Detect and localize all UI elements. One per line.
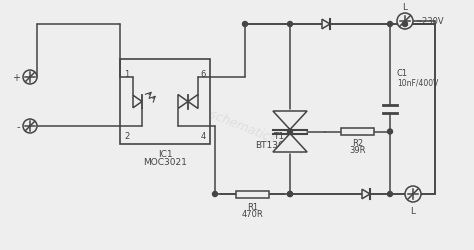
Circle shape bbox=[388, 22, 392, 28]
Circle shape bbox=[405, 186, 421, 202]
Text: electroschematics.com: electroschematics.com bbox=[167, 92, 307, 158]
Polygon shape bbox=[178, 95, 188, 109]
Polygon shape bbox=[362, 190, 370, 199]
Text: 10nF/400V: 10nF/400V bbox=[397, 78, 438, 87]
Circle shape bbox=[23, 120, 37, 134]
Polygon shape bbox=[133, 96, 142, 108]
Text: 4: 4 bbox=[201, 132, 206, 140]
Text: L: L bbox=[410, 206, 416, 215]
Circle shape bbox=[288, 22, 292, 28]
Text: 6: 6 bbox=[201, 70, 206, 79]
Text: +: + bbox=[12, 73, 20, 83]
Circle shape bbox=[288, 130, 292, 134]
Circle shape bbox=[243, 22, 247, 28]
Bar bbox=[120, 60, 210, 144]
Polygon shape bbox=[273, 134, 307, 152]
Bar bbox=[236, 191, 269, 198]
Text: R2: R2 bbox=[352, 139, 363, 148]
Circle shape bbox=[23, 71, 37, 85]
Text: T1: T1 bbox=[273, 132, 284, 140]
Text: 2: 2 bbox=[124, 132, 129, 140]
Circle shape bbox=[388, 192, 392, 197]
Circle shape bbox=[288, 192, 292, 197]
Polygon shape bbox=[273, 112, 307, 130]
Text: L: L bbox=[402, 3, 408, 12]
Text: C1: C1 bbox=[397, 69, 408, 78]
Circle shape bbox=[397, 14, 413, 30]
Text: BT136: BT136 bbox=[255, 140, 284, 149]
Circle shape bbox=[288, 192, 292, 197]
Text: MOC3021: MOC3021 bbox=[143, 157, 187, 166]
Circle shape bbox=[402, 22, 408, 28]
Text: -: - bbox=[17, 122, 20, 132]
Polygon shape bbox=[322, 20, 330, 30]
Text: ~230V: ~230V bbox=[415, 18, 444, 26]
Bar bbox=[341, 128, 374, 136]
Text: 1: 1 bbox=[124, 70, 129, 79]
Text: 39R: 39R bbox=[349, 146, 366, 155]
Text: R1: R1 bbox=[247, 202, 258, 211]
Text: 470R: 470R bbox=[242, 209, 264, 218]
Polygon shape bbox=[188, 95, 198, 109]
Circle shape bbox=[388, 130, 392, 134]
Circle shape bbox=[212, 192, 218, 197]
Text: IC1: IC1 bbox=[158, 150, 173, 158]
